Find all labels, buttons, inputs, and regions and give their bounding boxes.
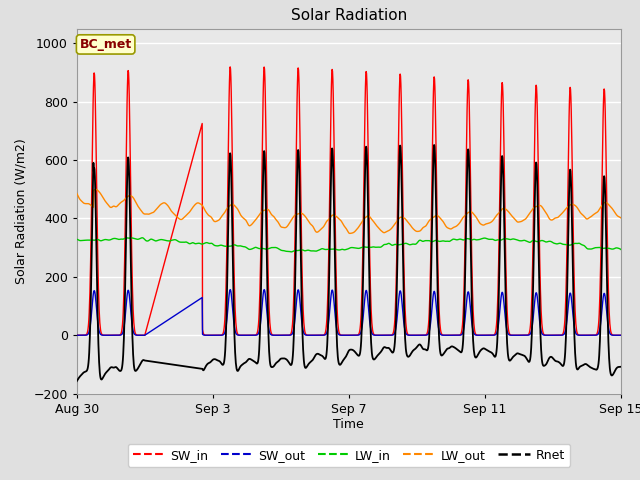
Rnet xyxy=(218,360,225,366)
SW_out xyxy=(218,332,225,338)
SW_in xyxy=(524,332,531,338)
SW_in xyxy=(201,332,209,338)
SW_out xyxy=(89,296,97,302)
SW_out xyxy=(73,332,81,338)
LW_out xyxy=(218,214,225,219)
SW_out xyxy=(227,287,234,292)
LW_in xyxy=(73,237,81,242)
LW_in xyxy=(138,235,146,240)
LW_out xyxy=(346,230,354,236)
LW_out xyxy=(202,208,209,214)
LW_in xyxy=(89,237,97,243)
Line: Rnet: Rnet xyxy=(77,145,640,381)
Legend: SW_in, SW_out, LW_in, LW_out, Rnet: SW_in, SW_out, LW_in, LW_out, Rnet xyxy=(127,444,570,467)
SW_out xyxy=(383,332,391,338)
LW_in xyxy=(384,241,392,247)
Rnet xyxy=(89,190,97,196)
SW_out xyxy=(168,315,175,321)
LW_out xyxy=(89,204,97,209)
Y-axis label: Solar Radiation (W/m2): Solar Radiation (W/m2) xyxy=(15,138,28,284)
SW_in xyxy=(383,332,391,338)
Line: SW_out: SW_out xyxy=(77,289,640,335)
LW_in xyxy=(287,249,295,255)
Rnet xyxy=(524,358,531,363)
SW_in xyxy=(218,332,225,338)
X-axis label: Time: Time xyxy=(333,419,364,432)
Title: Solar Radiation: Solar Radiation xyxy=(291,9,407,24)
Rnet xyxy=(73,378,81,384)
Rnet xyxy=(201,365,209,371)
SW_in xyxy=(73,332,81,338)
Line: SW_in: SW_in xyxy=(77,67,640,335)
LW_out xyxy=(73,191,81,196)
Line: LW_out: LW_out xyxy=(77,190,640,233)
LW_in xyxy=(202,240,209,246)
SW_out xyxy=(524,332,531,338)
SW_out xyxy=(201,332,209,338)
LW_in xyxy=(524,239,532,245)
LW_in xyxy=(218,242,225,248)
LW_out xyxy=(524,213,532,218)
LW_in xyxy=(168,237,176,243)
LW_out xyxy=(168,209,176,215)
LW_out xyxy=(384,228,392,234)
Rnet xyxy=(430,142,438,148)
SW_in xyxy=(168,233,175,239)
SW_in xyxy=(89,121,97,127)
Rnet xyxy=(383,345,391,351)
SW_in xyxy=(227,64,234,70)
LW_out xyxy=(92,187,100,192)
Text: BC_met: BC_met xyxy=(79,38,132,51)
Rnet xyxy=(168,361,175,367)
Line: LW_in: LW_in xyxy=(77,238,640,252)
